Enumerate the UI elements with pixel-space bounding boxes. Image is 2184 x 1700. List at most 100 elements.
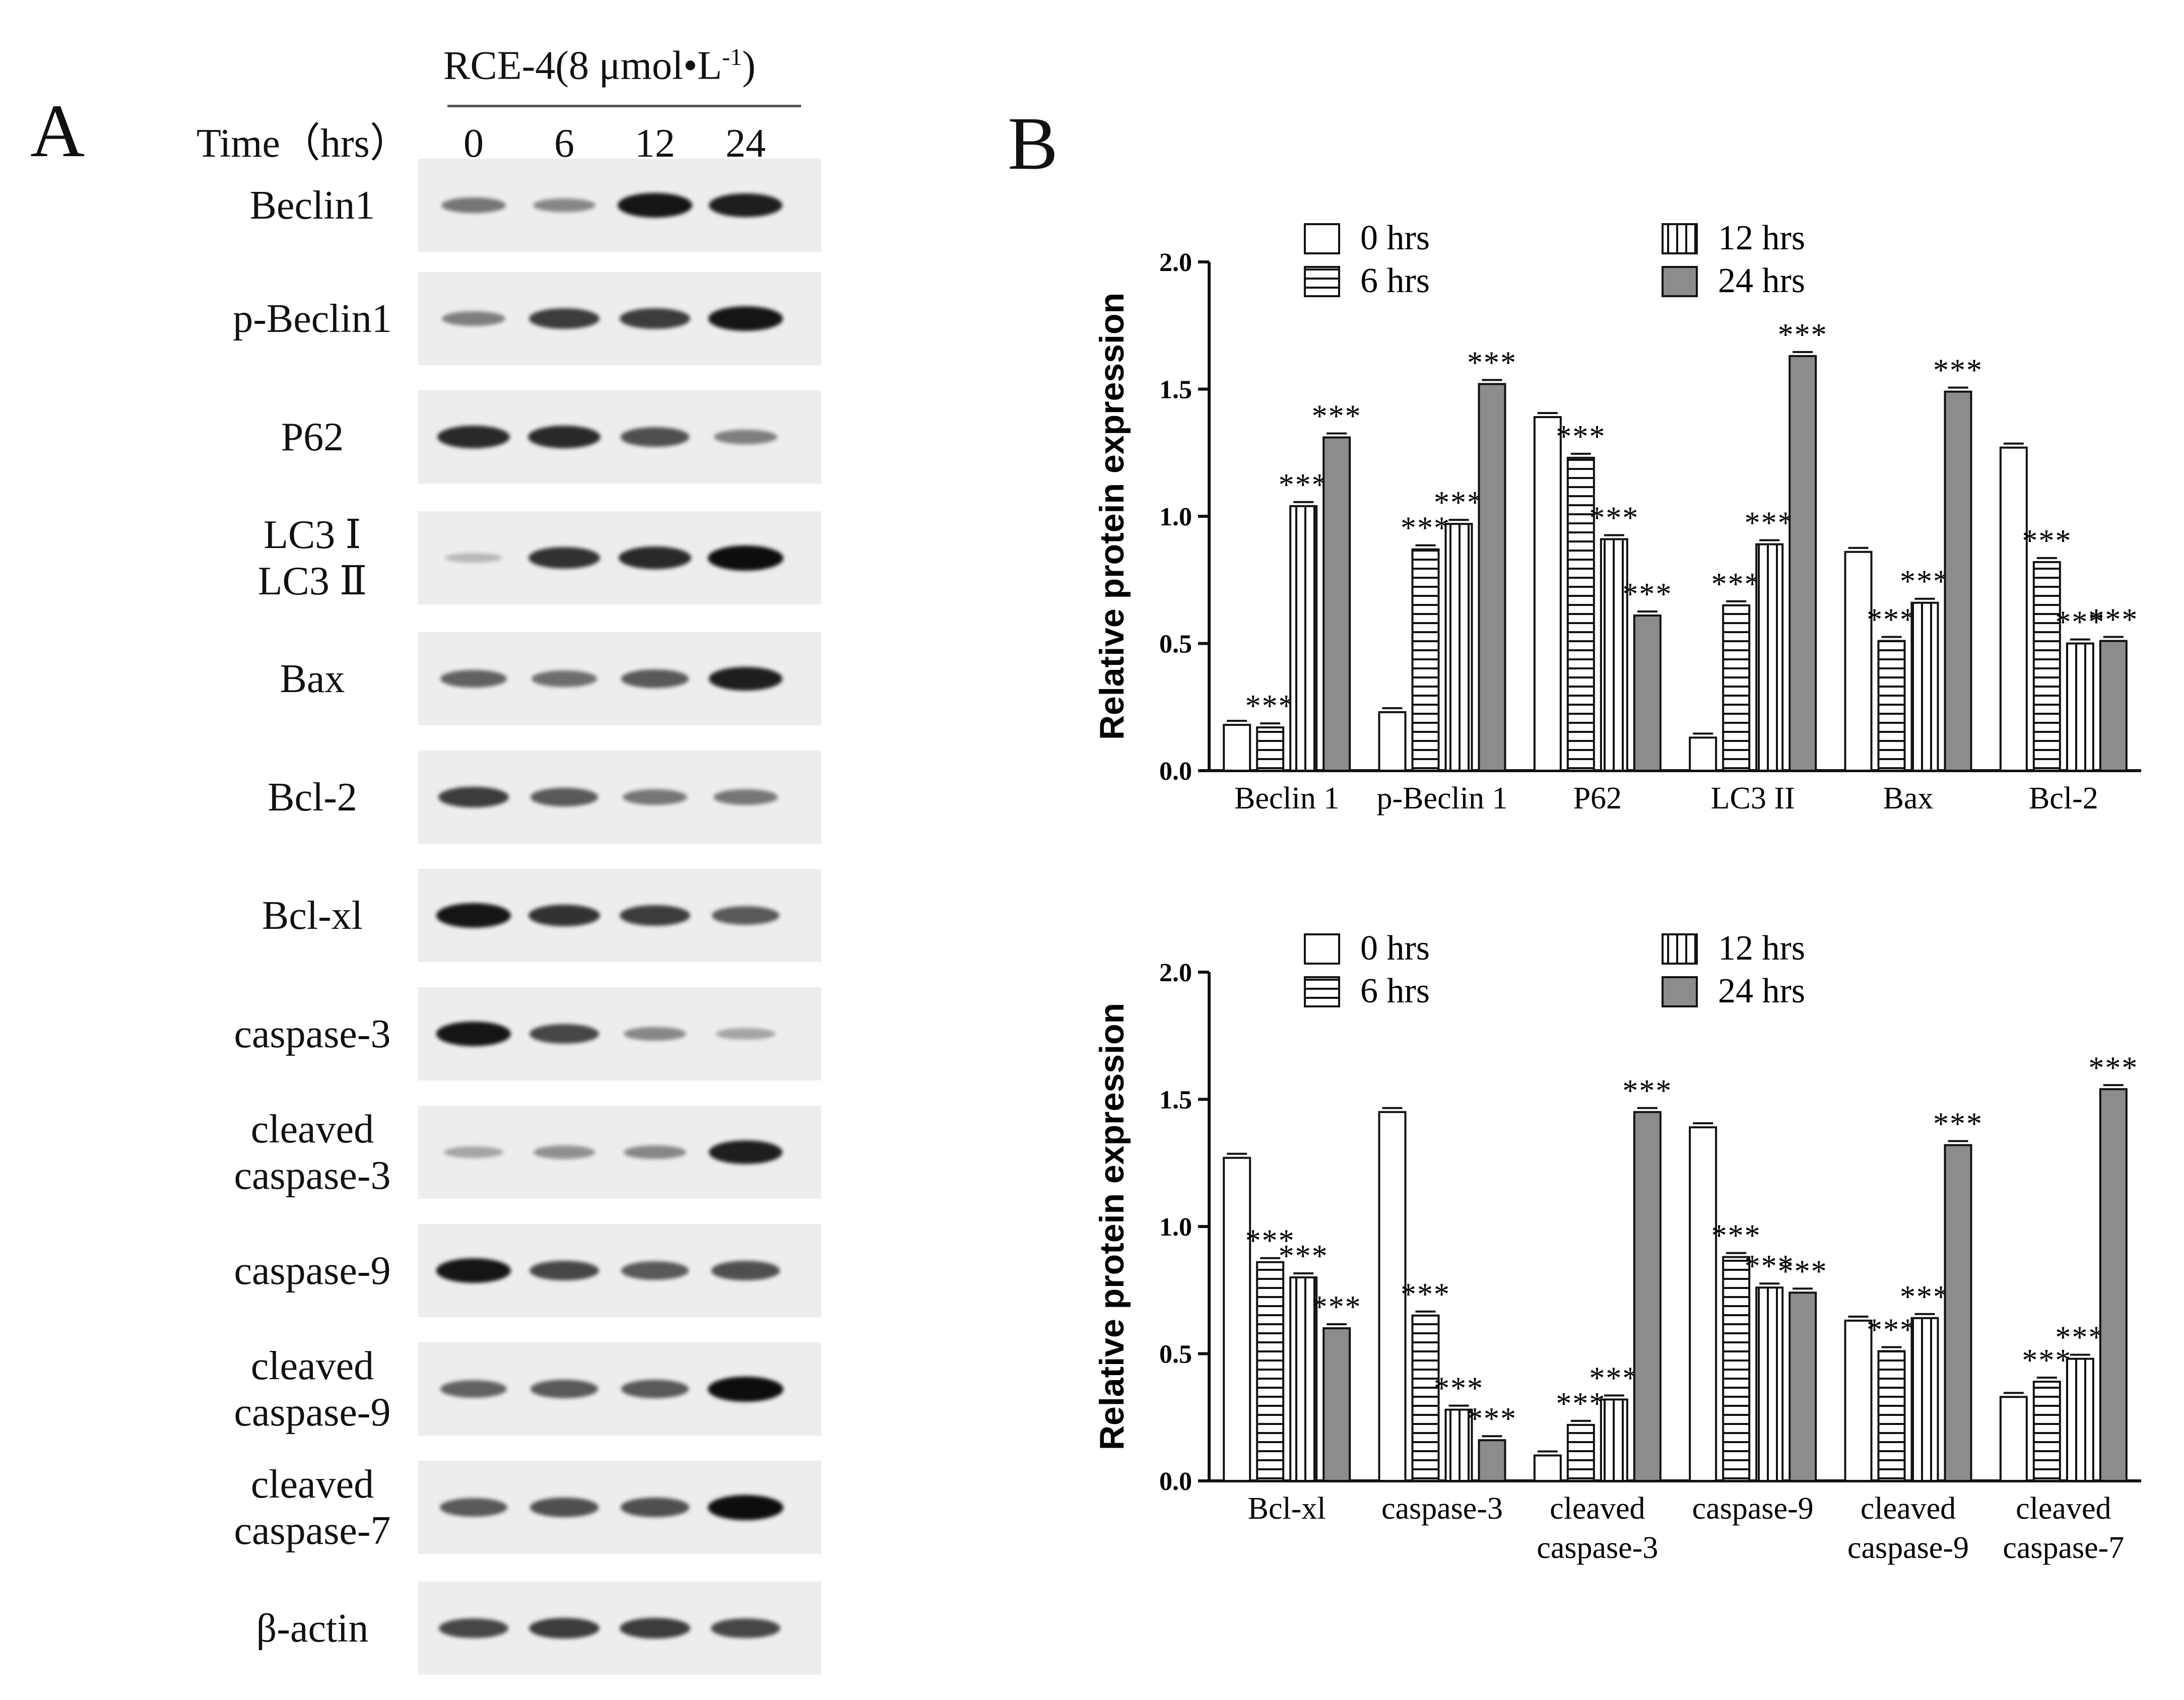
legend-label: 0 hrs	[1360, 219, 1430, 257]
legend-label: 12 hrs	[1718, 219, 1805, 257]
bar	[1844, 1319, 1873, 1482]
bar	[1944, 390, 1972, 772]
bar	[1722, 1256, 1751, 1482]
legend-swatch	[1662, 223, 1698, 254]
band-lane-12	[620, 905, 690, 926]
legend-label: 24 hrs	[1718, 972, 1805, 1010]
legend-swatch	[1304, 976, 1340, 1007]
bar	[1533, 416, 1562, 772]
band-lane-6	[531, 788, 598, 806]
bar	[1444, 1408, 1473, 1482]
significance-mark: ***	[1434, 486, 1484, 520]
significance-mark: ***	[1467, 1402, 1517, 1436]
blot-label-line: caspase-9	[234, 1248, 391, 1293]
significance-mark: ***	[1745, 1249, 1795, 1283]
significance-mark: ***	[1245, 1224, 1295, 1258]
significance-mark: ***	[1245, 689, 1295, 723]
bar	[1633, 614, 1662, 772]
legend-label: 12 hrs	[1718, 929, 1805, 968]
band-lane-12	[619, 547, 691, 569]
band-lane-24	[712, 906, 779, 925]
blot-image	[418, 632, 821, 725]
significance-mark: ***	[1933, 354, 1983, 388]
y-tick-label: 1.0	[1159, 1213, 1192, 1242]
bar	[1478, 1439, 1506, 1482]
bar	[1444, 523, 1473, 772]
bar	[1322, 1327, 1351, 1482]
band-lane-6	[528, 904, 600, 927]
category-label: cleaved	[1550, 1491, 1645, 1526]
band-lane-12	[621, 1261, 689, 1280]
category-label: cleaved	[1861, 1491, 1956, 1526]
band-lane-12	[624, 1027, 686, 1041]
legend-label: 24 hrs	[1718, 261, 1805, 300]
band-lane-0	[440, 670, 507, 688]
blot-image	[418, 1342, 821, 1436]
band-lane-12	[621, 669, 689, 688]
category-label: caspase-9	[1847, 1531, 1969, 1565]
band-lane-0	[437, 426, 510, 448]
y-axis-label: Relative protein expression	[1093, 1003, 1131, 1450]
band-lane-0	[440, 1498, 507, 1517]
band-lane-24	[716, 1028, 775, 1040]
band-lane-0	[442, 311, 505, 326]
y-tick-label: 0.0	[1159, 1467, 1192, 1496]
bar	[1999, 1396, 2028, 1482]
significance-mark: ***	[1778, 1254, 1828, 1288]
blot-label-line: LC3 Ⅱ	[257, 559, 367, 603]
band-lane-24	[713, 789, 778, 805]
significance-mark: ***	[1778, 318, 1828, 352]
blot-label-line: LC3 Ⅰ	[263, 512, 361, 557]
bar	[1999, 446, 2028, 772]
time-label: Time（hrs）	[196, 121, 410, 166]
bar-chart-2: 0.0 0.5 1.0 1.5 2.0 Relative protein expressi…	[1093, 929, 2141, 1565]
bar	[1322, 436, 1351, 772]
blot-label-line: Bax	[280, 656, 345, 701]
blot-image	[418, 869, 821, 962]
bar	[1755, 1286, 1784, 1482]
treatment-label: RCE-4(8 μmol•L-1)	[443, 43, 756, 88]
y-axis-label: Relative protein expression	[1093, 293, 1131, 740]
bar	[1289, 1276, 1318, 1482]
bar	[1533, 1454, 1562, 1482]
y-tick-label: 2.0	[1159, 959, 1192, 987]
time-point-6: 6	[554, 121, 574, 166]
blot-label: Bcl-2	[202, 774, 423, 821]
band-lane-6	[531, 1380, 598, 1398]
bar	[1689, 736, 1717, 772]
bar	[2066, 642, 2094, 772]
significance-mark: ***	[1312, 399, 1362, 433]
band-lane-6	[530, 1260, 599, 1281]
band-lane-0	[444, 1146, 503, 1158]
blot-label: Bcl-xl	[202, 893, 423, 939]
category-label: caspase-9	[1692, 1491, 1814, 1526]
category-label: Bcl-2	[2029, 781, 2098, 815]
blot-label: caspase-9	[202, 1248, 423, 1294]
blot-label: cleaved caspase-9	[202, 1343, 423, 1436]
blot-image	[418, 390, 821, 484]
band-lane-12	[621, 1498, 689, 1517]
blot-label-line: caspase-9	[234, 1390, 391, 1435]
band-lane-24	[708, 1376, 783, 1402]
bar	[2099, 640, 2128, 772]
y-tick-label: 2.0	[1159, 248, 1192, 277]
bar	[2032, 561, 2061, 772]
band-lane-24	[711, 1261, 780, 1280]
significance-mark: ***	[1589, 501, 1639, 535]
blot-label-line: Beclin1	[249, 183, 375, 228]
band-lane-0	[436, 1258, 511, 1283]
blot-image	[418, 751, 821, 844]
bar	[1844, 551, 1873, 772]
bar	[1877, 640, 1906, 772]
significance-mark: ***	[1900, 1280, 1950, 1314]
significance-mark: ***	[2022, 524, 2072, 558]
bar	[1378, 1111, 1407, 1482]
blot-image	[418, 1582, 821, 1675]
bar	[1910, 601, 1939, 772]
band-lane-6	[534, 1145, 595, 1159]
bar	[1223, 724, 1251, 772]
band-lane-0	[441, 197, 506, 214]
blot-label-line: caspase-3	[234, 1011, 391, 1056]
blot-label: Bax	[202, 656, 423, 702]
band-lane-12	[618, 193, 692, 218]
